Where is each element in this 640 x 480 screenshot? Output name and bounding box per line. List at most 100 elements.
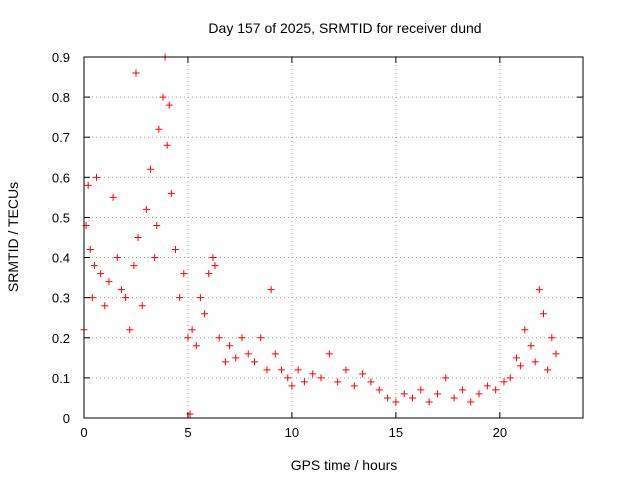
- grid-lines: [84, 57, 583, 418]
- x-tick-label: 0: [80, 425, 87, 440]
- data-point: [238, 334, 246, 342]
- data-point: [84, 181, 92, 189]
- data-point: [425, 398, 433, 406]
- data-point: [284, 374, 292, 382]
- y-tick-label: 0.7: [52, 130, 70, 145]
- data-point: [294, 366, 302, 374]
- y-tick-label: 0.1: [52, 371, 70, 386]
- data-point: [384, 394, 392, 402]
- data-point: [151, 254, 159, 262]
- data-point: [483, 382, 491, 390]
- axis-ticks: 0 5 10 15 20 0 0.1 0.2 0.3 0.4 0.5 0.6 0.7 0.8 0.9: [52, 50, 583, 440]
- data-point: [544, 366, 552, 374]
- data-point: [132, 69, 140, 77]
- data-point: [232, 354, 240, 362]
- data-point: [263, 366, 271, 374]
- data-point: [531, 358, 539, 366]
- data-point: [458, 386, 466, 394]
- data-point: [147, 165, 155, 173]
- data-point: [211, 262, 219, 270]
- data-point: [109, 193, 117, 201]
- y-tick-label: 0.6: [52, 170, 70, 185]
- data-point: [196, 294, 204, 302]
- data-point: [475, 390, 483, 398]
- data-point: [467, 398, 475, 406]
- data-point: [342, 366, 350, 374]
- data-point: [221, 358, 229, 366]
- data-point: [113, 254, 121, 262]
- data-point: [409, 394, 417, 402]
- data-point: [257, 334, 265, 342]
- y-axis-label: SRMTID / TECUs: [5, 182, 21, 292]
- y-tick-label: 0.2: [52, 331, 70, 346]
- data-point: [400, 390, 408, 398]
- data-point: [548, 334, 556, 342]
- data-point: [527, 342, 535, 350]
- data-point: [153, 221, 161, 229]
- data-point: [417, 386, 425, 394]
- data-point: [325, 350, 333, 358]
- data-point: [215, 334, 223, 342]
- data-point: [288, 382, 296, 390]
- data-point: [138, 302, 146, 310]
- data-point: [184, 334, 192, 342]
- data-point: [86, 246, 94, 254]
- data-point: [521, 326, 529, 334]
- data-point: [552, 350, 560, 358]
- data-point: [375, 386, 383, 394]
- data-point: [500, 378, 508, 386]
- data-point: [300, 378, 308, 386]
- data-point: [244, 350, 252, 358]
- data-point: [117, 286, 125, 294]
- data-point: [171, 246, 179, 254]
- data-point: [126, 326, 134, 334]
- data-point: [433, 390, 441, 398]
- y-tick-label: 0.4: [52, 251, 70, 266]
- data-point: [188, 326, 196, 334]
- data-point: [142, 205, 150, 213]
- data-point: [155, 125, 163, 133]
- data-point: [442, 374, 450, 382]
- data-points: [80, 53, 560, 418]
- data-point: [167, 189, 175, 197]
- data-point: [201, 310, 209, 318]
- plot-frame: [83, 56, 584, 419]
- data-point: [165, 101, 173, 109]
- data-point: [192, 342, 200, 350]
- data-point: [506, 374, 514, 382]
- x-axis-label: GPS time / hours: [291, 457, 398, 473]
- data-point: [205, 270, 213, 278]
- data-point: [105, 278, 113, 286]
- data-point: [492, 386, 500, 394]
- data-point: [512, 354, 520, 362]
- y-tick-label: 0: [63, 411, 70, 426]
- data-point: [163, 141, 171, 149]
- y-tick-label: 0.3: [52, 291, 70, 306]
- x-tick-label: 15: [389, 425, 403, 440]
- data-point: [317, 374, 325, 382]
- y-tick-label: 0.8: [52, 90, 70, 105]
- data-point: [271, 350, 279, 358]
- data-point: [92, 173, 100, 181]
- chart-title: Day 157 of 2025, SRMTID for receiver dun…: [208, 20, 481, 36]
- data-point: [130, 262, 138, 270]
- data-point: [101, 302, 109, 310]
- data-point: [250, 358, 258, 366]
- data-point: [309, 370, 317, 378]
- data-point: [334, 378, 342, 386]
- data-point: [450, 394, 458, 402]
- data-point: [278, 366, 286, 374]
- y-tick-label: 0.5: [52, 210, 70, 225]
- data-point: [176, 294, 184, 302]
- data-point: [90, 262, 98, 270]
- x-tick-label: 10: [285, 425, 299, 440]
- data-point: [539, 310, 547, 318]
- data-point: [122, 294, 130, 302]
- data-point: [267, 286, 275, 294]
- x-tick-label: 20: [493, 425, 507, 440]
- data-point: [350, 382, 358, 390]
- data-point: [97, 270, 105, 278]
- data-point: [226, 342, 234, 350]
- data-point: [392, 398, 400, 406]
